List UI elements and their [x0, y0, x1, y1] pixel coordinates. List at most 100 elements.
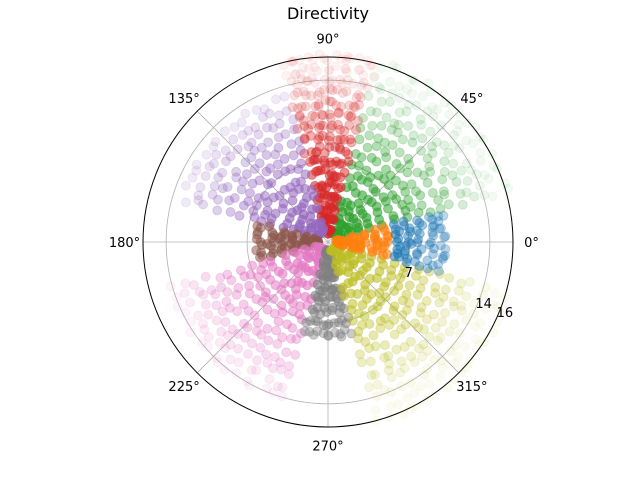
- data-point: [424, 212, 434, 222]
- data-point: [490, 288, 501, 299]
- data-point: [300, 169, 311, 180]
- data-point: [314, 122, 325, 133]
- data-point: [435, 269, 445, 279]
- data-point: [332, 50, 342, 61]
- data-point: [233, 328, 243, 339]
- data-point: [310, 316, 321, 326]
- data-point: [480, 282, 491, 293]
- data-point: [277, 203, 288, 214]
- data-point: [240, 332, 251, 343]
- data-point: [216, 282, 227, 293]
- data-point: [287, 57, 298, 68]
- data-point: [440, 231, 451, 242]
- data-point: [475, 318, 486, 328]
- data-point: [443, 147, 454, 158]
- data-point: [329, 327, 340, 338]
- data-point: [457, 199, 468, 210]
- data-point: [352, 289, 363, 299]
- data-point: [422, 177, 433, 188]
- data-point: [204, 161, 215, 172]
- data-point: [304, 326, 315, 337]
- data-point: [237, 130, 248, 140]
- data-point: [279, 153, 290, 164]
- data-point: [439, 232, 450, 242]
- data-point: [411, 270, 421, 281]
- data-point: [398, 268, 409, 279]
- data-point: [399, 262, 410, 273]
- data-point: [433, 259, 444, 270]
- data-point: [412, 167, 423, 178]
- data-point: [294, 112, 305, 122]
- data-point: [258, 112, 268, 123]
- data-point: [371, 391, 382, 402]
- data-point: [250, 122, 261, 133]
- data-point: [171, 292, 182, 303]
- data-point: [219, 126, 230, 137]
- data-point: [421, 296, 432, 306]
- data-point: [442, 382, 453, 393]
- data-point: [268, 122, 279, 133]
- data-point: [474, 339, 485, 350]
- data-point: [391, 158, 402, 169]
- data-point: [487, 191, 498, 202]
- data-point: [281, 347, 292, 358]
- data-point: [265, 163, 276, 174]
- data-point: [289, 90, 300, 101]
- data-point: [439, 97, 450, 108]
- data-point: [395, 163, 406, 174]
- data-point: [341, 63, 351, 74]
- data-point: [404, 159, 415, 170]
- data-point: [475, 131, 485, 142]
- data-point: [288, 150, 299, 161]
- data-point: [262, 122, 272, 133]
- data-point: [342, 51, 353, 62]
- data-point: [207, 189, 218, 200]
- data-point: [294, 54, 305, 65]
- data-point: [404, 223, 415, 234]
- data-point: [381, 152, 392, 163]
- data-point: [215, 272, 226, 283]
- r-tick-label: 14: [475, 297, 492, 312]
- data-point: [366, 370, 377, 381]
- data-point: [394, 81, 405, 92]
- data-point: [389, 286, 400, 296]
- data-point: [312, 90, 323, 101]
- data-point: [370, 405, 381, 416]
- data-point: [324, 142, 335, 153]
- data-point: [367, 304, 378, 315]
- data-point: [252, 355, 262, 366]
- data-point: [262, 304, 273, 315]
- data-point: [376, 63, 387, 73]
- data-point: [403, 237, 414, 247]
- data-point: [306, 90, 317, 101]
- data-point: [229, 122, 240, 132]
- data-point: [434, 297, 445, 308]
- data-point: [225, 151, 236, 162]
- data-point: [200, 171, 211, 182]
- data-point: [460, 362, 471, 373]
- data-point: [225, 207, 236, 217]
- data-point: [319, 147, 330, 158]
- data-point: [394, 93, 405, 103]
- data-point: [231, 166, 242, 177]
- data-point: [429, 243, 439, 254]
- data-point: [226, 275, 237, 286]
- data-point: [499, 292, 510, 303]
- data-point: [411, 186, 421, 197]
- data-point: [310, 111, 321, 122]
- data-point: [259, 190, 270, 201]
- data-point: [333, 107, 344, 118]
- data-point: [435, 203, 446, 214]
- data-point: [213, 172, 224, 183]
- data-point: [385, 412, 395, 423]
- data-point: [492, 163, 503, 174]
- data-point: [347, 315, 358, 326]
- data-point: [399, 363, 410, 374]
- data-point: [380, 313, 390, 324]
- data-point: [271, 325, 282, 336]
- data-point: [464, 277, 475, 287]
- data-point: [445, 346, 456, 357]
- data-point: [201, 149, 212, 160]
- data-point: [277, 332, 288, 343]
- data-point: [439, 156, 450, 167]
